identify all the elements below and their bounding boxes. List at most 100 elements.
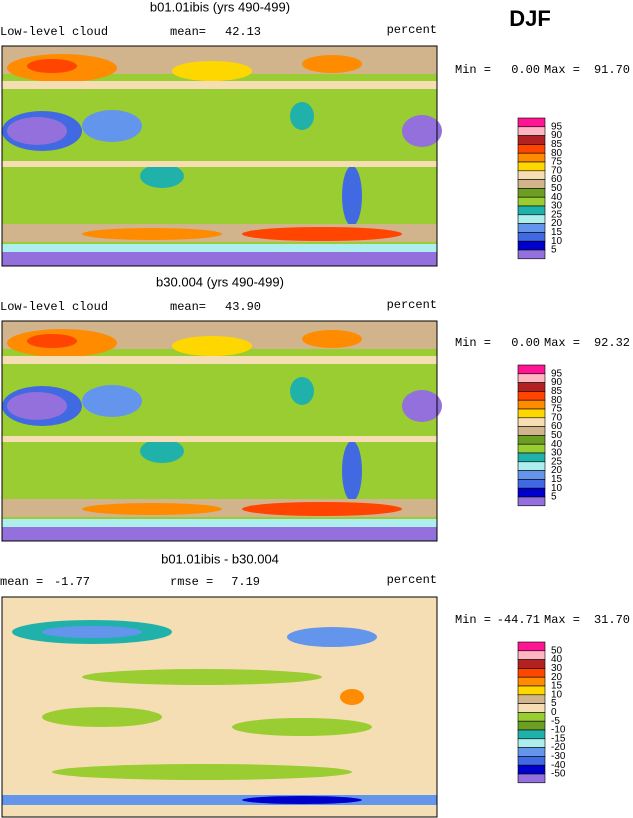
colorbar-label: 30 (551, 448, 563, 459)
colorbar-label: 90 (551, 377, 563, 388)
map-frame (1, 45, 438, 267)
colorbar-box (517, 144, 546, 154)
colorbar-box (517, 196, 546, 207)
max: 31.70 (594, 613, 630, 627)
colorbar-label: 70 (551, 165, 563, 176)
colorbar-label: 5 (551, 245, 557, 256)
colorbar-label: 20 (551, 672, 563, 683)
colorbar-box (517, 179, 546, 189)
season: DJF (509, 6, 551, 31)
map-frame (1, 320, 438, 542)
colorbar-box (517, 443, 546, 454)
panel-title: b01.01ibis - b30.004 (161, 551, 279, 566)
colorbar-box (517, 496, 546, 507)
min-label: Min = (455, 613, 491, 627)
max-label: Max = (544, 63, 580, 77)
mean-label: mean= (170, 300, 206, 314)
colorbar-box (517, 470, 546, 480)
colorbar-label: 30 (551, 663, 563, 674)
colorbar-label: -5 (551, 716, 560, 727)
map (2, 597, 437, 817)
colorbar-box (517, 720, 546, 731)
colorbar-label: 95 (551, 368, 563, 379)
colorbar-label: 80 (551, 395, 563, 406)
mean: 42.13 (225, 25, 261, 39)
colorbar-label: 40 (551, 439, 563, 450)
colorbar-label: 50 (551, 430, 563, 441)
min: -44.71 (497, 613, 540, 627)
colorbar-label: 60 (551, 421, 563, 432)
min-label: Min = (455, 336, 491, 350)
colorbar-box (517, 729, 546, 740)
colorbar-label: 15 (551, 227, 563, 238)
colorbar-box (517, 391, 546, 401)
units: percent (387, 298, 437, 312)
colorbar-box (517, 685, 546, 696)
colorbar-label: 75 (551, 404, 563, 415)
colorbar-box (517, 659, 546, 669)
colorbar-box (517, 435, 546, 445)
colorbar-label: -30 (551, 751, 566, 762)
colorbar-label: 40 (551, 192, 563, 203)
map (2, 321, 442, 541)
colorbar-box (517, 408, 546, 419)
colorbar-box (517, 170, 546, 180)
colorbar-box (517, 126, 546, 136)
colorbar-box (517, 161, 546, 172)
mean: -1.77 (54, 575, 90, 589)
colorbar-label: 15 (551, 681, 563, 692)
colorbar-label: 40 (551, 654, 563, 665)
colorbar-label: 15 (551, 474, 563, 485)
colorbar-box (517, 487, 546, 498)
variable: Low-level cloud (0, 25, 108, 39)
units: percent (387, 23, 437, 37)
colorbar-label: 80 (551, 148, 563, 159)
colorbar-box (517, 694, 546, 704)
mean-label: mean= (170, 25, 206, 39)
colorbar-label: 10 (551, 689, 563, 700)
colorbar-label: 5 (551, 492, 557, 503)
colorbar-box (517, 461, 546, 471)
colorbar-label: -10 (551, 725, 566, 736)
colorbar-label: 90 (551, 130, 563, 141)
colorbar-label: 25 (551, 456, 563, 467)
colorbar-box (517, 382, 546, 392)
colorbar-box (517, 452, 546, 463)
colorbar-label: -40 (551, 760, 566, 771)
colorbar-box (517, 232, 546, 242)
mean-label: mean = (0, 575, 43, 589)
panel-title: b30.004 (yrs 490-499) (156, 274, 284, 289)
colorbar-label: 20 (551, 218, 563, 229)
colorbar-box (517, 399, 546, 410)
rmse-label: rmse = (170, 575, 213, 589)
colorbar-box (517, 479, 546, 489)
units: percent (387, 573, 437, 587)
variable: Low-level cloud (0, 300, 108, 314)
min: 0.00 (511, 63, 540, 77)
colorbar-box (517, 188, 546, 198)
colorbar-label: 60 (551, 174, 563, 185)
colorbar-label: 10 (551, 236, 563, 247)
colorbar-box (517, 373, 546, 383)
colorbar-label: 85 (551, 139, 563, 150)
colorbar-box (517, 152, 546, 163)
max-label: Max = (544, 336, 580, 350)
colorbar-box (517, 417, 546, 427)
max: 92.32 (594, 336, 630, 350)
colorbar-label: -50 (551, 769, 566, 780)
colorbar-box (517, 764, 546, 775)
colorbar-box (517, 738, 546, 748)
colorbar-box (517, 703, 546, 713)
colorbar-label: -20 (551, 742, 566, 753)
colorbar-box (517, 223, 546, 233)
colorbar-box (517, 117, 546, 128)
colorbar-box (517, 426, 546, 436)
colorbar-label: -15 (551, 733, 566, 744)
min-label: Min = (455, 63, 491, 77)
max-label: Max = (544, 613, 580, 627)
colorbar-box (517, 214, 546, 224)
mean: 43.90 (225, 300, 261, 314)
colorbar-label: 5 (551, 698, 557, 709)
max: 91.70 (594, 63, 630, 77)
